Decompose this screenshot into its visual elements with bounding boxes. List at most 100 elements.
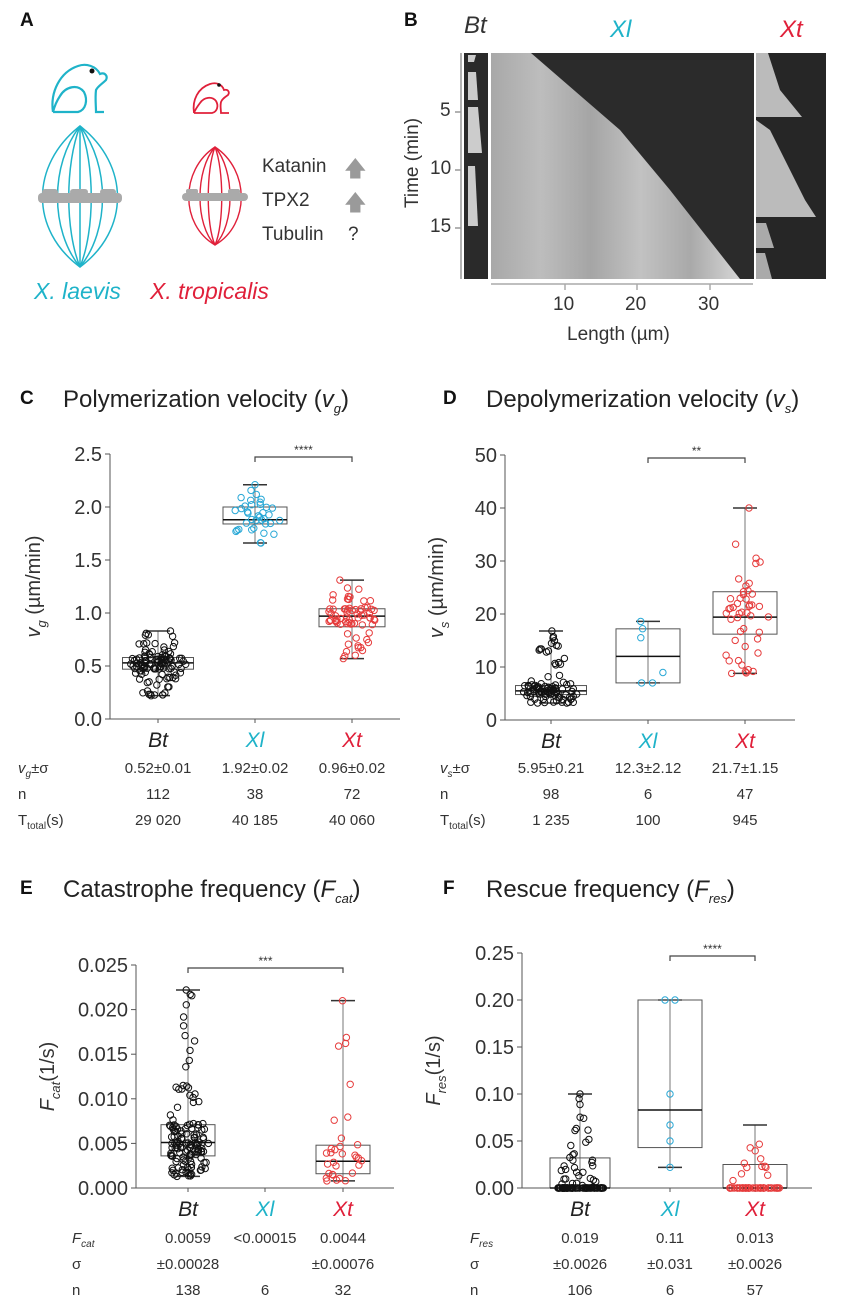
data-point [322, 1149, 331, 1157]
data-point [181, 1031, 189, 1040]
data-point [334, 1042, 343, 1050]
data-point [568, 1184, 577, 1192]
data-point [254, 512, 263, 520]
data-point [585, 1184, 594, 1192]
data-point [145, 690, 153, 698]
data-point [573, 690, 581, 698]
data-point [357, 605, 365, 613]
data-point [578, 1181, 587, 1190]
data-point [351, 605, 360, 614]
data-point [202, 1158, 210, 1167]
data-point [581, 1184, 589, 1192]
data-point [524, 681, 532, 690]
data-point [542, 690, 550, 698]
data-point [346, 593, 354, 601]
data-point [197, 1140, 205, 1149]
data-point [738, 1184, 746, 1192]
data-point [565, 693, 574, 701]
species-label-tropicalis: X. tropicalis [150, 278, 269, 304]
data-point [276, 516, 284, 525]
data-point [338, 1150, 346, 1158]
data-point [268, 504, 277, 512]
data-point [579, 1184, 587, 1192]
data-point [557, 1166, 565, 1175]
data-point [540, 688, 548, 696]
data-point [572, 1184, 581, 1192]
data-point [554, 1184, 562, 1192]
data-point [343, 608, 351, 617]
data-point [336, 1142, 344, 1151]
data-point [595, 1184, 604, 1192]
data-point [659, 668, 667, 677]
box-xt [315, 997, 371, 1185]
data-point [722, 651, 730, 659]
box-xl [637, 996, 703, 1172]
data-point [552, 689, 561, 697]
stats-cell: 32 [334, 1282, 352, 1299]
data-point [570, 1150, 578, 1158]
data-point [333, 615, 341, 623]
stats-row-label: n [440, 786, 449, 803]
data-point [543, 688, 552, 696]
data-point [562, 691, 570, 699]
data-point [178, 1130, 186, 1138]
data-point [170, 1171, 178, 1179]
data-point [648, 679, 657, 687]
data-point [586, 1174, 594, 1183]
chromosomes-tropicalis [182, 189, 248, 201]
data-point [193, 1140, 201, 1148]
data-point [554, 642, 562, 650]
data-point [145, 649, 153, 658]
data-point [160, 659, 168, 668]
data-point [357, 643, 365, 652]
data-point [174, 1132, 182, 1140]
data-point [192, 1131, 201, 1139]
data-point [186, 1151, 194, 1159]
data-point [329, 1171, 337, 1179]
stats-cell: 0.11 [655, 1230, 685, 1247]
data-point [354, 642, 362, 650]
data-point [589, 1162, 597, 1170]
data-point [186, 1172, 195, 1180]
data-point [363, 635, 371, 644]
data-point [159, 691, 167, 699]
data-point [722, 609, 730, 617]
bottom-shade [0, 1240, 846, 1314]
data-point [345, 595, 353, 604]
x-tick-label: Bt [148, 729, 169, 752]
data-point [589, 1183, 597, 1191]
data-point [145, 678, 153, 686]
data-point [337, 1134, 346, 1142]
data-point [186, 1120, 194, 1129]
data-point [759, 1184, 768, 1192]
data-point [729, 603, 737, 612]
data-point [141, 653, 150, 661]
data-point [150, 664, 158, 672]
data-point [345, 616, 353, 624]
x-tick-label: Xt [734, 730, 756, 753]
data-point [561, 1184, 569, 1192]
data-point [726, 595, 735, 603]
y-tick-label: 0.00 [475, 1178, 514, 1200]
data-point [175, 660, 183, 669]
data-point [159, 691, 167, 699]
y-tick-label: 20 [475, 604, 497, 626]
data-point [583, 1184, 591, 1192]
data-point [562, 1175, 570, 1183]
data-point [325, 617, 333, 626]
data-point [559, 678, 568, 686]
data-point [563, 1184, 571, 1192]
box-xl [222, 481, 288, 547]
data-point [729, 1176, 737, 1185]
data-point [173, 1103, 182, 1112]
data-point [744, 586, 752, 595]
data-point [189, 1093, 197, 1102]
data-point [563, 1184, 572, 1192]
data-point [139, 664, 147, 672]
significance-label: **** [294, 443, 313, 457]
data-point [166, 655, 175, 663]
data-point [176, 654, 184, 662]
stats-cell: ±0.00076 [311, 1256, 375, 1273]
data-point [194, 1147, 203, 1156]
y-tick-label: 0.5 [74, 656, 102, 678]
